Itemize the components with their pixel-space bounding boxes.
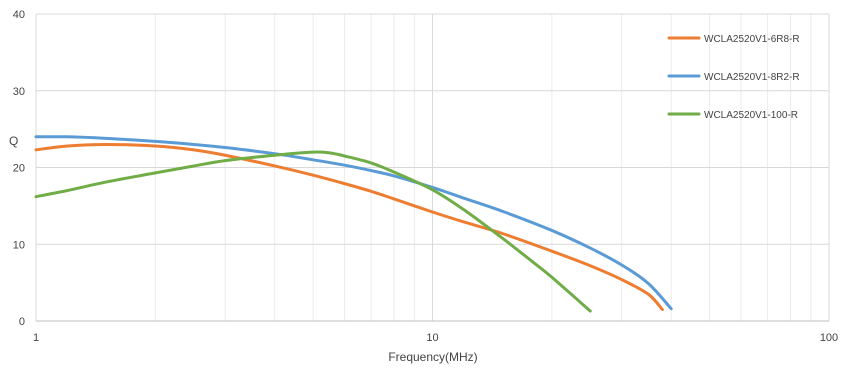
y-tick-label: 10 — [13, 239, 25, 251]
series-layer — [34, 135, 673, 313]
x-axis-title: Frequency(MHz) — [388, 350, 477, 364]
y-tick-label: 20 — [13, 163, 25, 175]
x-tick-label: 1 — [33, 332, 39, 344]
x-tick-label: 100 — [820, 332, 838, 344]
series-line-3 — [34, 150, 592, 313]
legend: WCLA2520V1-6R8-R WCLA2520V1-8R2-R WCLA2520… — [667, 34, 800, 121]
series-line-1 — [34, 142, 664, 311]
y-axis-title: Q — [9, 134, 18, 148]
grid-layer — [35, 13, 830, 322]
series-line-2 — [34, 135, 673, 311]
legend-label-2: WCLA2520V1-8R2-R — [704, 72, 800, 83]
y-tick-label: 40 — [13, 9, 25, 21]
x-tick-label: 10 — [426, 332, 438, 344]
legend-label-3: WCLA2520V1-100-R — [704, 110, 798, 121]
y-tick-label: 0 — [19, 316, 25, 328]
axis-layer: 0 10 20 30 40 1 10 100 — [13, 9, 838, 344]
legend-label-1: WCLA2520V1-6R8-R — [704, 34, 800, 45]
y-tick-label: 30 — [13, 86, 25, 98]
